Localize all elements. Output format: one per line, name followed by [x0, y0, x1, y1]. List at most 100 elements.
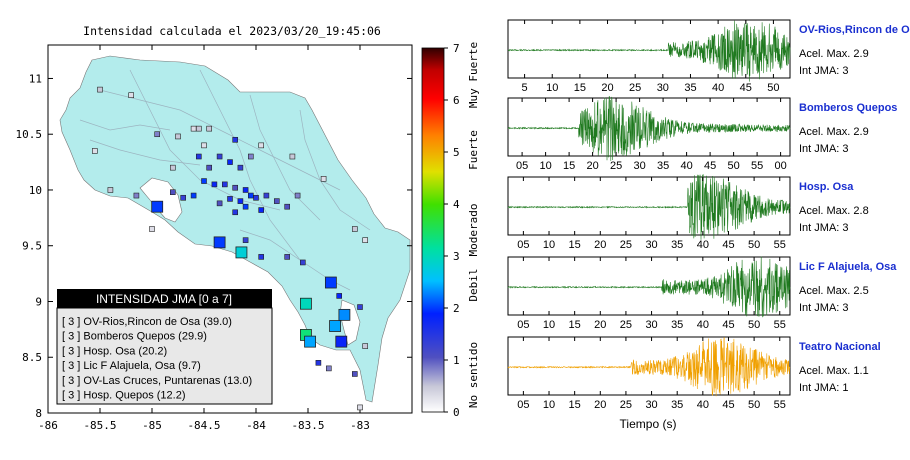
waveform-line: [507, 256, 791, 318]
station-marker-small: [351, 371, 358, 377]
colorbar-tick-label: 3: [453, 250, 460, 263]
station-marker-small: [232, 209, 238, 216]
legend-item: [ 3 ] Hosp. Quepos (12.2): [62, 390, 186, 402]
jma-intensity: Int JMA: 3: [799, 143, 849, 155]
map-ytick-label: 10: [29, 184, 42, 197]
station-marker-small: [180, 194, 186, 201]
colorbar-tick-label: 0: [453, 406, 460, 419]
jma-intensity: Int JMA: 3: [799, 222, 849, 234]
station-marker-small: [133, 192, 140, 199]
station-marker-small: [216, 153, 223, 160]
station-marker-small: [294, 192, 301, 199]
station-marker-small: [154, 131, 160, 138]
seismogram-tick-label: 15: [569, 399, 581, 411]
station-marker-small: [284, 254, 291, 260]
seismogram-tick-label: 30: [645, 399, 657, 411]
seismogram-tick-label: 50: [767, 82, 779, 94]
legend-item: [ 3 ] Lic F Alajuela, Osa (9.7): [62, 360, 201, 372]
seismogram-tick-label: 20: [594, 239, 606, 251]
colorbar-category-label: No sentido: [467, 342, 480, 408]
station-marker-small: [175, 133, 181, 140]
map-title: Intensidad calculada el 2023/03/20_19:45…: [83, 24, 381, 38]
station-marker-small: [92, 148, 98, 154]
seismogram-tick-label: 55: [774, 399, 786, 411]
seismogram-tick-label: 45: [722, 319, 734, 331]
seismogram-tick-label: 15: [569, 319, 581, 331]
country-land: [59, 55, 411, 403]
station-name: Bomberos Quepos: [799, 102, 897, 114]
station-marker-small: [289, 153, 296, 160]
station-marker-small: [190, 192, 197, 199]
station-marker-small: [325, 365, 332, 372]
seismogram-tick-label: 50: [748, 399, 760, 411]
station-marker-small: [201, 142, 207, 149]
colorbar-tick-label: 4: [453, 198, 460, 211]
seismogram-xlabel: Tiempo (s): [620, 417, 677, 431]
seismogram-tick-label: 35: [671, 319, 683, 331]
legend-title-box: [57, 289, 272, 308]
seismogram-tick-label: 05: [517, 319, 529, 331]
seismogram-tick-label: 55: [774, 239, 786, 251]
seismogram-tick-label: 30: [633, 160, 645, 172]
colorbar-category-label: Moderado: [467, 204, 480, 257]
station-marker-large: [304, 335, 316, 348]
station-marker-small: [351, 226, 358, 232]
seismogram-tick-label: 45: [722, 239, 734, 251]
station-marker-large: [235, 246, 248, 259]
seismogram-tick-label: 45: [722, 399, 734, 411]
station-marker-small: [242, 203, 249, 210]
station-marker-large: [300, 297, 312, 310]
colorbar-tick-label: 1: [453, 354, 460, 367]
max-acceleration: Acel. Max. 2.5: [799, 285, 869, 297]
station-marker-small: [201, 178, 207, 184]
station-marker-small: [299, 259, 306, 266]
station-marker-large: [335, 335, 348, 348]
station-marker-small: [336, 293, 343, 299]
station-marker-small: [128, 92, 134, 98]
seismogram-tick-label: 20: [594, 319, 606, 331]
station-marker-small: [107, 187, 114, 193]
seismogram-tick-label: 15: [569, 239, 581, 251]
station-marker-large: [329, 320, 341, 332]
station-marker-small: [206, 164, 212, 171]
map-xtick-label: -83.5: [291, 419, 324, 432]
station-marker-small: [237, 198, 244, 204]
colorbar-tick-label: 7: [453, 42, 460, 55]
station-marker-small: [196, 153, 202, 160]
station-marker-small: [196, 125, 202, 132]
station-marker-small: [170, 189, 176, 195]
station-name: Hosp. Osa: [799, 181, 854, 193]
station-markers: [92, 86, 369, 411]
seismogram-tick-label: 05: [516, 160, 528, 172]
station-marker-small: [273, 198, 280, 204]
seismogram-tick-label: 55: [751, 160, 763, 172]
seismogram-tick-label: 15: [574, 82, 586, 94]
station-marker-small: [97, 86, 103, 93]
max-acceleration: Acel. Max. 2.9: [799, 126, 869, 138]
station-marker-small: [315, 360, 322, 366]
legend-item: [ 3 ] Bomberos Quepos (29.9): [62, 331, 207, 343]
station-marker-small: [227, 196, 233, 202]
station-marker-small: [206, 125, 212, 132]
station-name: OV-Rios,Rincon de Osa: [799, 24, 910, 36]
station-marker-small: [149, 226, 155, 232]
max-acceleration: Acel. Max. 1.1: [799, 365, 869, 377]
station-marker-small: [216, 200, 223, 207]
station-name: Teatro Nacional: [799, 341, 881, 353]
seismogram-tick-label: 25: [620, 319, 632, 331]
station-marker-small: [258, 207, 265, 213]
jma-intensity: Int JMA: 1: [799, 382, 849, 394]
legend-item: [ 3 ] Hosp. Osa (20.2): [62, 345, 167, 357]
colorbar-tick-label: 5: [453, 146, 460, 159]
station-marker-large: [338, 308, 351, 321]
station-marker-small: [237, 164, 244, 171]
max-acceleration: Acel. Max. 2.8: [799, 205, 869, 217]
seismogram-tick-label: 10: [543, 239, 555, 251]
seismogram-tick-label: 15: [563, 160, 575, 172]
seismogram-tick-label: 40: [697, 319, 709, 331]
station-marker-small: [284, 203, 291, 210]
legend-item: [ 3 ] OV-Rios,Rincon de Osa (39.0): [62, 316, 232, 328]
colorbar-ticks: 0 1 2 3 4 5 6 7: [444, 42, 460, 419]
seismogram-tick-label: 40: [697, 239, 709, 251]
